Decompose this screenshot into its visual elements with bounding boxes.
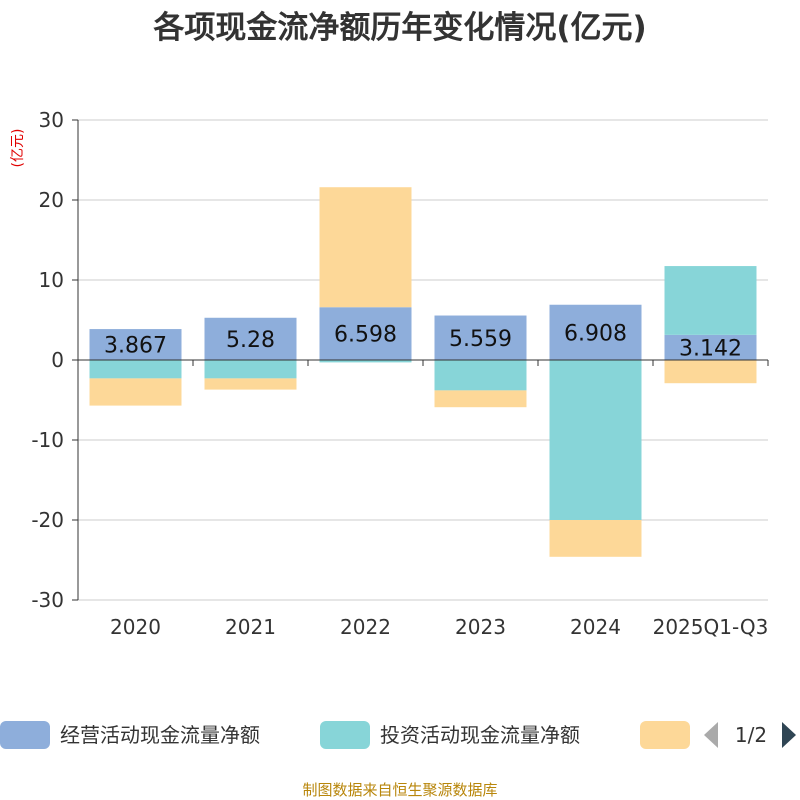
bar-segment: [204, 378, 297, 390]
bar-segment: [549, 304, 642, 360]
bar-segment: [549, 520, 642, 557]
legend-swatch[interactable]: [320, 721, 370, 749]
bar-segment: [434, 315, 527, 360]
x-tick-label: 2020: [110, 615, 161, 639]
y-tick-label: 30: [39, 108, 64, 132]
y-axis-unit: (亿元): [10, 129, 26, 168]
bar-segment: [204, 317, 297, 360]
x-tick-label: 2022: [340, 615, 391, 639]
data-label: 3.867: [104, 334, 167, 359]
legend-pager[interactable]: 1/2: [704, 722, 796, 748]
data-source: 制图数据来自恒生聚源数据库: [302, 781, 497, 799]
y-axis: 30 20 10 0 -10 -20 -30: [31, 108, 79, 612]
legend-label[interactable]: 经营活动现金流量净额: [60, 723, 260, 747]
x-tick-label: 2025Q1-Q3: [653, 615, 769, 639]
legend-page-indicator: 1/2: [735, 723, 767, 747]
legend-label[interactable]: 投资活动现金流量净额: [380, 723, 580, 747]
y-tick-label: -30: [31, 588, 64, 612]
x-tick-label: 2021: [225, 615, 276, 639]
y-tick-label: -20: [31, 508, 64, 532]
bar-segment: [664, 360, 757, 384]
previous-page-icon[interactable]: [704, 722, 718, 748]
legend-swatch[interactable]: [640, 721, 690, 749]
bar-segment: [664, 266, 757, 335]
x-tick-label: 2024: [570, 615, 621, 639]
bar-segment: [89, 378, 182, 406]
bar-segment: [434, 390, 527, 408]
y-tick-label: 0: [51, 348, 64, 372]
x-axis: 2020 2021 2022 2023 2024 2025Q1-Q3: [77, 359, 769, 639]
data-label: 6.908: [564, 321, 627, 346]
y-tick-label: -10: [31, 428, 64, 452]
legend-swatch[interactable]: [0, 721, 50, 749]
data-label: 5.559: [449, 327, 512, 352]
data-label: 3.142: [679, 336, 742, 361]
bar-segment: [664, 334, 757, 360]
bars: [89, 187, 757, 557]
bar-segment: [549, 360, 642, 520]
chart-title: 各项现金流净额历年变化情况(亿元): [152, 10, 646, 46]
data-label: 6.598: [334, 323, 397, 348]
legend[interactable]: 经营活动现金流量净额 投资活动现金流量净额: [0, 721, 690, 749]
data-label: 5.28: [226, 328, 275, 353]
bar-segment: [89, 360, 182, 379]
y-tick-label: 20: [39, 188, 64, 212]
bar-segment: [434, 360, 527, 391]
y-tick-label: 10: [39, 268, 64, 292]
bar-segment: [319, 187, 412, 308]
bar-segment: [319, 307, 412, 360]
bar-segment: [89, 329, 182, 360]
data-labels: 3.867 5.28 6.598 5.559 6.908 3.142: [104, 321, 742, 361]
bar-segment: [204, 360, 297, 379]
bar-segment: [319, 360, 412, 363]
x-tick-label: 2023: [455, 615, 506, 639]
next-page-icon[interactable]: [782, 722, 796, 748]
